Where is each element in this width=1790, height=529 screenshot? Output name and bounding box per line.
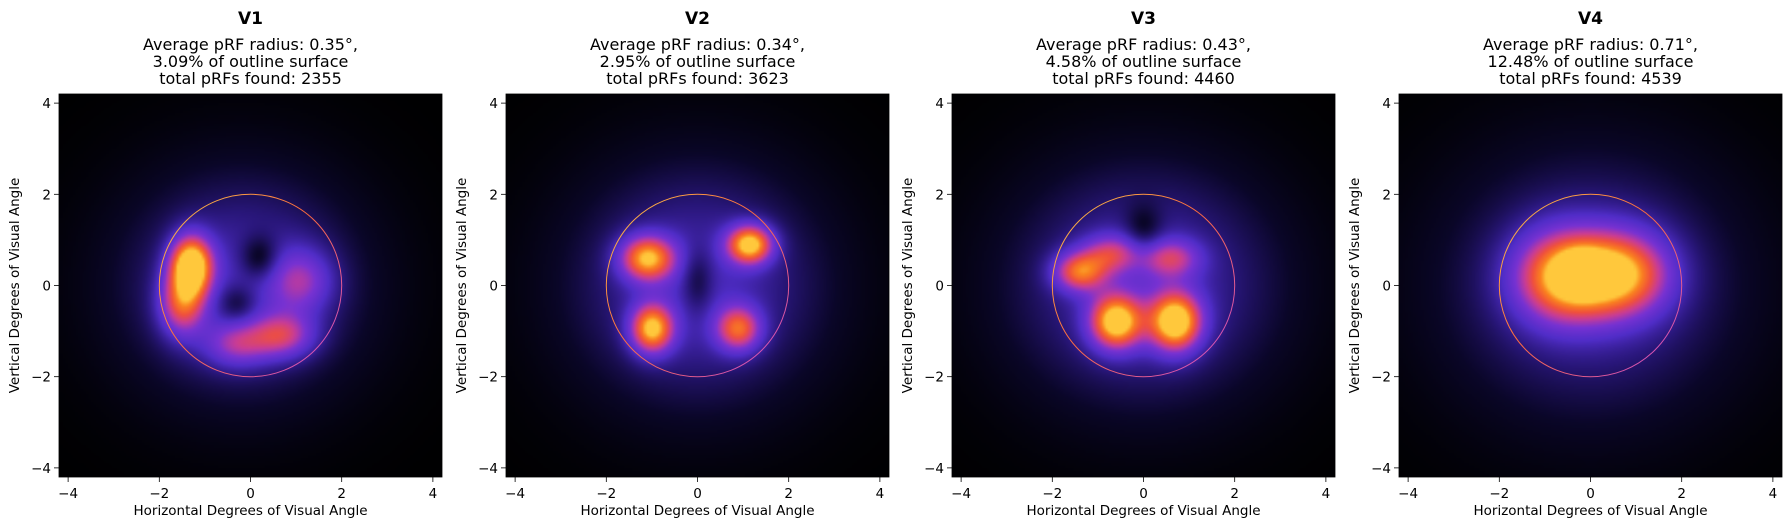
outline-circle bbox=[1498, 193, 1683, 378]
panel-v1: V1 Average pRF radius: 0.35°,3.09% of out… bbox=[7, 9, 443, 519]
outline-circle bbox=[158, 193, 343, 378]
y-tick-label: 0 bbox=[489, 279, 498, 295]
x-tick-label: −2 bbox=[1489, 486, 1509, 502]
y-tick-label: 2 bbox=[489, 187, 498, 203]
panel-subtitle-line: Average pRF radius: 0.43°, bbox=[1036, 35, 1251, 54]
y-tick-label: 2 bbox=[1382, 187, 1391, 203]
x-tick-label: −2 bbox=[149, 486, 169, 502]
panel-subtitle-line: 12.48% of outline surface bbox=[1488, 52, 1694, 71]
panel-subtitle-line: Average pRF radius: 0.35°, bbox=[143, 35, 358, 54]
y-tick-label: −4 bbox=[1371, 461, 1391, 477]
x-tick-label: 4 bbox=[1769, 486, 1778, 502]
x-tick-label: −4 bbox=[951, 486, 971, 502]
y-tick-label: 2 bbox=[42, 187, 51, 203]
panel-title: V1 bbox=[238, 9, 263, 29]
x-tick-label: 4 bbox=[876, 486, 885, 502]
x-tick-label: −2 bbox=[1042, 486, 1062, 502]
panel-subtitle-line: total pRFs found: 2355 bbox=[159, 69, 342, 88]
panel-title: V4 bbox=[1578, 9, 1603, 29]
y-tick-label: 0 bbox=[42, 279, 51, 295]
density-heatmap bbox=[506, 94, 889, 477]
y-tick-label: 4 bbox=[42, 96, 51, 112]
y-tick-label: −4 bbox=[31, 461, 51, 477]
x-tick-label: 0 bbox=[1139, 486, 1148, 502]
panel-subtitle-line: Average pRF radius: 0.34°, bbox=[590, 35, 805, 54]
panel-subtitle-line: total pRFs found: 4460 bbox=[1052, 69, 1235, 88]
x-axis-label: Horizontal Degrees of Visual Angle bbox=[1027, 503, 1261, 519]
x-axis-label: Horizontal Degrees of Visual Angle bbox=[1474, 503, 1708, 519]
x-axis-label: Horizontal Degrees of Visual Angle bbox=[581, 503, 815, 519]
density-heatmap bbox=[1399, 94, 1782, 477]
x-tick-label: −4 bbox=[58, 486, 78, 502]
x-tick-label: 2 bbox=[1677, 486, 1686, 502]
x-tick-label: 2 bbox=[1230, 486, 1239, 502]
density-heatmap bbox=[952, 94, 1335, 477]
x-tick-label: 4 bbox=[429, 486, 438, 502]
outline-circle bbox=[605, 193, 790, 378]
y-tick-label: 2 bbox=[935, 187, 944, 203]
y-tick-label: −4 bbox=[478, 461, 498, 477]
y-tick-label: −2 bbox=[31, 370, 51, 386]
panel-title: V3 bbox=[1131, 9, 1156, 29]
panel-v4: V4 Average pRF radius: 0.71°,12.48% of ou… bbox=[1347, 9, 1783, 519]
panel-subtitle-line: Average pRF radius: 0.71°, bbox=[1483, 35, 1698, 54]
x-tick-label: 4 bbox=[1322, 486, 1331, 502]
y-tick-label: 4 bbox=[935, 96, 944, 112]
panel-subtitle-line: 2.95% of outline surface bbox=[600, 52, 796, 71]
x-tick-label: −4 bbox=[1398, 486, 1418, 502]
panel-subtitle-line: 4.58% of outline surface bbox=[1046, 52, 1242, 71]
y-axis-label: Vertical Degrees of Visual Angle bbox=[900, 178, 916, 394]
panel-subtitle-line: total pRFs found: 4539 bbox=[1499, 69, 1682, 88]
panel-subtitle-line: 3.09% of outline surface bbox=[153, 52, 349, 71]
y-tick-label: 4 bbox=[489, 96, 498, 112]
x-tick-label: 0 bbox=[246, 486, 255, 502]
panel-title: V2 bbox=[685, 9, 710, 29]
x-tick-label: 0 bbox=[1586, 486, 1595, 502]
panel-subtitle-line: total pRFs found: 3623 bbox=[606, 69, 789, 88]
x-tick-label: 2 bbox=[337, 486, 346, 502]
y-axis-label: Vertical Degrees of Visual Angle bbox=[454, 178, 470, 394]
y-tick-label: −2 bbox=[478, 370, 498, 386]
y-tick-label: −2 bbox=[1371, 370, 1391, 386]
x-tick-label: −4 bbox=[505, 486, 525, 502]
x-tick-label: 2 bbox=[784, 486, 793, 502]
y-axis-label: Vertical Degrees of Visual Angle bbox=[7, 178, 23, 394]
x-axis-label: Horizontal Degrees of Visual Angle bbox=[134, 503, 368, 519]
x-tick-label: −2 bbox=[596, 486, 616, 502]
panel-v2: V2 Average pRF radius: 0.34°,2.95% of out… bbox=[454, 9, 890, 519]
panel-v3: V3 Average pRF radius: 0.43°,4.58% of out… bbox=[900, 9, 1336, 519]
y-tick-label: −4 bbox=[924, 461, 944, 477]
outline-circle bbox=[1051, 193, 1236, 378]
y-tick-label: −2 bbox=[924, 370, 944, 386]
y-tick-label: 0 bbox=[935, 279, 944, 295]
y-axis-label: Vertical Degrees of Visual Angle bbox=[1347, 178, 1363, 394]
x-tick-label: 0 bbox=[693, 486, 702, 502]
y-tick-label: 4 bbox=[1382, 96, 1391, 112]
density-heatmap bbox=[59, 94, 442, 477]
y-tick-label: 0 bbox=[1382, 279, 1391, 295]
